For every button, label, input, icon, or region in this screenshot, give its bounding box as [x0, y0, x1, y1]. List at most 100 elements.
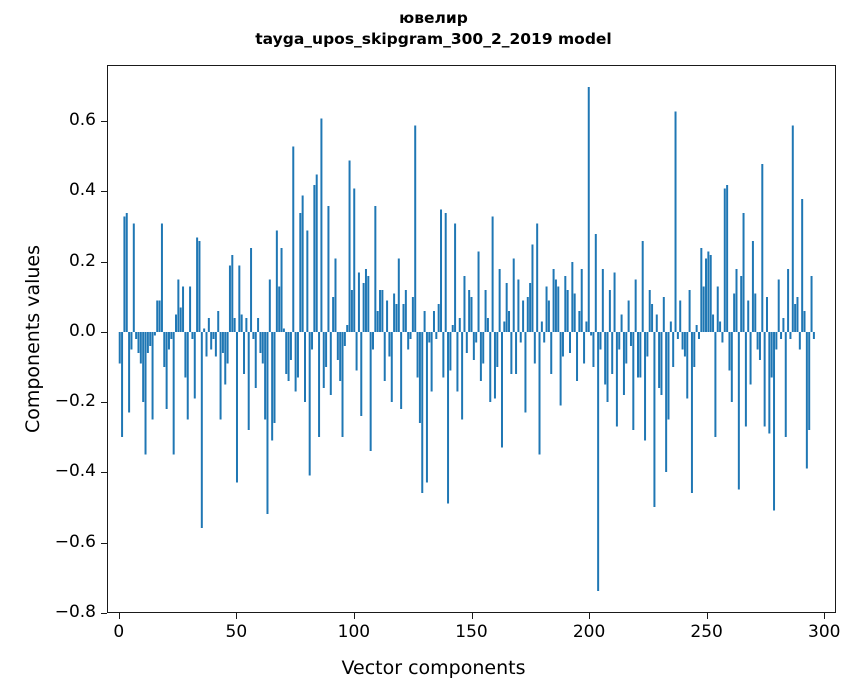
bar [557, 286, 560, 333]
bar [414, 125, 417, 333]
bar [435, 331, 438, 339]
bar [641, 240, 644, 332]
bar-series-canvas [118, 87, 815, 591]
y-tick-label: 0.2 [68, 250, 96, 271]
bar [465, 331, 468, 353]
bar [280, 248, 283, 333]
y-tick-mark [101, 121, 107, 123]
bar [803, 311, 806, 333]
bar [723, 188, 726, 333]
bar [193, 331, 196, 399]
bar [702, 286, 705, 333]
plot-area [107, 65, 836, 613]
bar [289, 331, 292, 360]
bar [207, 317, 210, 332]
bar [268, 279, 271, 332]
bar [322, 331, 325, 389]
x-tick-label: 100 [337, 622, 371, 642]
bar [156, 300, 159, 333]
bar [254, 331, 257, 389]
bar [564, 276, 567, 333]
bar [395, 303, 398, 332]
bar [212, 331, 215, 339]
bar [463, 276, 466, 333]
y-tick-mark [101, 472, 107, 474]
bar [261, 331, 264, 364]
bar [611, 331, 614, 374]
bar [390, 331, 393, 402]
bar [428, 331, 431, 343]
bar [789, 331, 792, 339]
bar [747, 300, 750, 333]
bar [796, 297, 799, 333]
bar [625, 331, 628, 364]
bar [189, 286, 192, 333]
x-tick-label: 50 [225, 622, 248, 642]
bar [782, 317, 785, 332]
x-tick-mark [353, 613, 355, 619]
bar [601, 268, 604, 332]
bar [374, 205, 377, 332]
bar [716, 286, 719, 333]
bar [271, 331, 274, 441]
bar [653, 331, 656, 507]
x-tick-label: 150 [455, 622, 488, 642]
bar [587, 87, 590, 333]
bar [559, 331, 562, 406]
bar [719, 321, 722, 333]
bar [454, 223, 457, 333]
bar [336, 331, 339, 360]
bar [402, 303, 405, 332]
bar [172, 331, 175, 455]
bar [489, 331, 492, 402]
bar [235, 331, 238, 483]
bar [282, 328, 285, 332]
bar [311, 331, 314, 350]
bar [167, 331, 170, 350]
bar [437, 303, 440, 332]
bar [686, 331, 689, 399]
bar [585, 321, 588, 333]
bar [125, 213, 128, 333]
bar [660, 331, 663, 395]
bar [758, 331, 761, 360]
y-tick-label: −0.6 [54, 531, 96, 552]
bar [135, 331, 138, 339]
bar [524, 331, 527, 413]
bar [496, 331, 499, 367]
bar [287, 331, 290, 381]
bar [597, 331, 600, 591]
bar [712, 314, 715, 332]
x-tick-mark [471, 613, 473, 619]
bar [552, 268, 555, 332]
bar [798, 331, 801, 350]
bar [794, 303, 797, 332]
bar [791, 125, 794, 333]
bar [219, 331, 222, 420]
bar [175, 314, 178, 332]
bar [693, 331, 696, 367]
bar [163, 331, 166, 367]
bar [705, 258, 708, 333]
bar [308, 331, 311, 476]
bar [198, 240, 201, 332]
bar [697, 331, 700, 339]
bar [397, 258, 400, 333]
bar [484, 289, 487, 332]
bar [182, 286, 185, 333]
bar [726, 185, 729, 333]
bar [142, 331, 145, 402]
bar [470, 297, 473, 333]
bar [320, 118, 323, 332]
y-tick-label: 0.4 [68, 180, 96, 201]
bar [479, 331, 482, 381]
bar [339, 331, 342, 381]
bar [569, 331, 571, 353]
y-tick-mark [101, 542, 107, 544]
bar [615, 331, 618, 427]
bar [292, 146, 295, 332]
bar [432, 311, 435, 333]
bar [644, 331, 647, 441]
chart-title-line-2: tayga_upos_skipgram_300_2_2019 model [255, 30, 612, 48]
bar [505, 282, 508, 332]
